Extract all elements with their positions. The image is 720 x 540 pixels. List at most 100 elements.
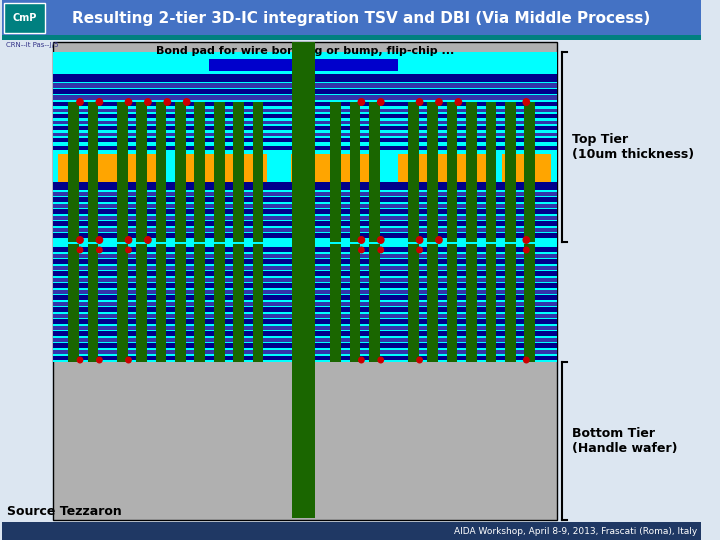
FancyBboxPatch shape xyxy=(53,271,557,276)
FancyBboxPatch shape xyxy=(53,185,557,190)
FancyBboxPatch shape xyxy=(53,126,557,130)
FancyBboxPatch shape xyxy=(53,204,557,208)
FancyBboxPatch shape xyxy=(428,244,438,362)
FancyBboxPatch shape xyxy=(446,102,457,242)
FancyBboxPatch shape xyxy=(53,216,557,220)
FancyBboxPatch shape xyxy=(53,338,557,342)
FancyBboxPatch shape xyxy=(350,244,361,362)
Text: Top Tier
(10um thickness): Top Tier (10um thickness) xyxy=(572,133,694,161)
FancyBboxPatch shape xyxy=(53,283,557,288)
FancyBboxPatch shape xyxy=(53,233,557,238)
FancyBboxPatch shape xyxy=(53,52,557,242)
Circle shape xyxy=(523,236,530,244)
Circle shape xyxy=(125,246,132,253)
FancyBboxPatch shape xyxy=(485,102,496,242)
FancyBboxPatch shape xyxy=(175,244,186,362)
FancyBboxPatch shape xyxy=(2,35,701,40)
FancyBboxPatch shape xyxy=(466,244,477,362)
Circle shape xyxy=(523,246,530,253)
FancyBboxPatch shape xyxy=(4,3,45,33)
FancyBboxPatch shape xyxy=(53,356,557,360)
Circle shape xyxy=(377,236,384,244)
FancyBboxPatch shape xyxy=(68,244,79,362)
FancyBboxPatch shape xyxy=(53,302,557,306)
FancyBboxPatch shape xyxy=(524,244,535,362)
Circle shape xyxy=(76,98,84,106)
Circle shape xyxy=(377,246,384,253)
FancyBboxPatch shape xyxy=(194,244,205,362)
FancyBboxPatch shape xyxy=(88,102,99,242)
FancyBboxPatch shape xyxy=(58,154,166,182)
Text: CmP: CmP xyxy=(12,13,37,23)
Circle shape xyxy=(125,236,132,244)
Text: CRN--It Pas--J/5: CRN--It Pas--J/5 xyxy=(6,42,59,48)
FancyBboxPatch shape xyxy=(180,154,267,182)
FancyBboxPatch shape xyxy=(68,102,79,242)
FancyBboxPatch shape xyxy=(53,95,557,100)
FancyBboxPatch shape xyxy=(175,102,186,242)
Circle shape xyxy=(416,356,423,363)
Circle shape xyxy=(96,356,103,363)
FancyBboxPatch shape xyxy=(446,244,457,362)
FancyBboxPatch shape xyxy=(53,74,557,82)
Circle shape xyxy=(76,236,84,244)
FancyBboxPatch shape xyxy=(53,138,557,142)
FancyBboxPatch shape xyxy=(53,343,557,348)
FancyBboxPatch shape xyxy=(53,121,557,124)
FancyBboxPatch shape xyxy=(53,42,557,520)
FancyBboxPatch shape xyxy=(2,522,701,540)
Circle shape xyxy=(523,98,530,106)
Circle shape xyxy=(523,356,530,363)
FancyBboxPatch shape xyxy=(330,102,341,242)
FancyBboxPatch shape xyxy=(369,244,379,362)
Circle shape xyxy=(163,98,171,106)
FancyBboxPatch shape xyxy=(53,350,557,354)
FancyBboxPatch shape xyxy=(53,314,557,318)
FancyBboxPatch shape xyxy=(156,102,166,242)
FancyBboxPatch shape xyxy=(53,221,557,226)
FancyBboxPatch shape xyxy=(505,102,516,242)
Circle shape xyxy=(454,98,462,106)
FancyBboxPatch shape xyxy=(53,197,557,202)
FancyBboxPatch shape xyxy=(53,52,557,72)
FancyBboxPatch shape xyxy=(53,278,557,282)
Circle shape xyxy=(415,98,423,106)
Text: AIDA Workshop, April 8-9, 2013, Frascati (Roma), Italy: AIDA Workshop, April 8-9, 2013, Frascati… xyxy=(454,526,697,536)
FancyBboxPatch shape xyxy=(53,228,557,232)
FancyBboxPatch shape xyxy=(350,102,361,242)
Circle shape xyxy=(144,98,152,106)
FancyBboxPatch shape xyxy=(408,244,418,362)
FancyBboxPatch shape xyxy=(53,109,557,112)
FancyBboxPatch shape xyxy=(233,244,244,362)
Circle shape xyxy=(358,356,365,363)
FancyBboxPatch shape xyxy=(53,242,557,362)
FancyBboxPatch shape xyxy=(485,244,496,362)
FancyBboxPatch shape xyxy=(398,154,485,182)
FancyBboxPatch shape xyxy=(53,247,557,252)
FancyBboxPatch shape xyxy=(524,102,535,242)
FancyBboxPatch shape xyxy=(53,89,557,94)
FancyBboxPatch shape xyxy=(53,326,557,330)
Circle shape xyxy=(96,246,103,253)
FancyBboxPatch shape xyxy=(53,114,557,118)
FancyBboxPatch shape xyxy=(53,133,557,136)
FancyBboxPatch shape xyxy=(53,319,557,324)
FancyBboxPatch shape xyxy=(53,307,557,312)
FancyBboxPatch shape xyxy=(214,244,225,362)
Circle shape xyxy=(358,246,365,253)
FancyBboxPatch shape xyxy=(53,150,557,182)
FancyBboxPatch shape xyxy=(156,244,166,362)
FancyBboxPatch shape xyxy=(408,102,418,242)
FancyBboxPatch shape xyxy=(53,254,557,258)
Circle shape xyxy=(96,98,103,106)
Circle shape xyxy=(76,356,84,363)
Text: Bottom Tier
(Handle wafer): Bottom Tier (Handle wafer) xyxy=(572,427,678,455)
Circle shape xyxy=(76,246,84,253)
Text: Bond pad for wire bonding or bump, flip-chip ...: Bond pad for wire bonding or bump, flip-… xyxy=(156,46,454,56)
FancyBboxPatch shape xyxy=(88,244,99,362)
FancyBboxPatch shape xyxy=(53,182,557,186)
FancyBboxPatch shape xyxy=(369,102,379,242)
FancyBboxPatch shape xyxy=(291,154,379,182)
FancyBboxPatch shape xyxy=(253,102,264,242)
Circle shape xyxy=(415,236,423,244)
